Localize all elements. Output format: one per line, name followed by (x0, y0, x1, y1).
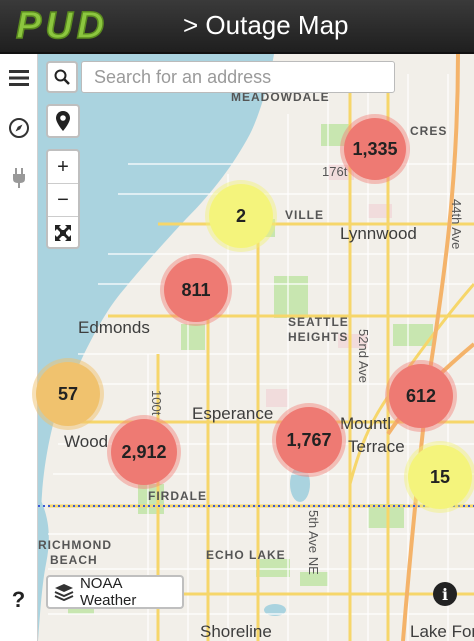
cluster-count: 15 (408, 445, 472, 509)
place-firdale: FIRDALE (148, 489, 207, 503)
layers-icon (54, 584, 74, 601)
place-shoreline: Shoreline (200, 622, 272, 641)
street-176th: 176t (322, 164, 348, 179)
street-100th: 100t (149, 390, 164, 416)
place-echo-lake: ECHO LAKE (206, 548, 286, 562)
cluster-count: 811 (164, 258, 228, 322)
outage-cluster[interactable]: 811 (160, 254, 232, 326)
outage-cluster[interactable]: 2,912 (107, 415, 181, 489)
place-esperance: Esperance (192, 404, 274, 423)
cluster-count: 2,912 (111, 419, 177, 485)
cluster-count: 1,767 (276, 407, 342, 473)
cluster-count: 1,335 (344, 118, 406, 180)
place-richmond: RICHMOND (38, 538, 112, 552)
compass-button[interactable] (0, 110, 37, 146)
place-heights: HEIGHTS (288, 330, 349, 344)
noaa-weather-label: NOAA Weather (79, 575, 137, 609)
street-5th-ave-ne: 5th Ave NE (306, 510, 321, 575)
address-search-input[interactable] (81, 61, 395, 93)
place-seattle: SEATTLE (288, 315, 349, 329)
street-52nd-ave: 52nd Ave (356, 329, 371, 383)
place-lynnwood: Lynnwood (340, 224, 417, 243)
app-header: PUD > Outage Map (0, 0, 474, 54)
search-button[interactable] (46, 61, 78, 93)
place-terrace: Terrace (348, 437, 405, 456)
place-woodway: Wood (64, 432, 109, 451)
place-lake-forest: Lake For (410, 622, 474, 641)
outage-cluster[interactable]: 1,767 (272, 403, 346, 477)
place-mountlake: Mountl (340, 414, 392, 433)
outage-cluster[interactable]: 1,335 (340, 114, 410, 184)
place-cres: CRES (410, 124, 448, 138)
info-button[interactable]: i (433, 582, 457, 606)
page-title: > Outage Map (183, 10, 349, 40)
pud-logo[interactable]: PUD (14, 6, 162, 44)
cluster-count: 2 (209, 184, 273, 248)
plug-button[interactable] (0, 160, 37, 196)
search-icon (54, 69, 70, 85)
outage-cluster[interactable]: 57 (32, 358, 104, 430)
logo-text: PUD (16, 6, 108, 44)
locate-button[interactable] (46, 104, 80, 138)
zoom-controls: + − (46, 149, 80, 249)
zoom-in-button[interactable]: + (48, 151, 78, 184)
plug-icon (12, 168, 25, 188)
place-meadowdale: MEADOWDALE (231, 90, 330, 104)
fullscreen-icon (55, 225, 71, 241)
outage-cluster[interactable]: 2 (205, 180, 277, 252)
location-pin-icon (56, 111, 70, 131)
side-rail: ? (0, 54, 38, 641)
place-ville: VILLE (285, 208, 325, 222)
cluster-count: 612 (389, 364, 453, 428)
outage-cluster[interactable]: 15 (404, 441, 474, 513)
help-button[interactable]: ? (11, 587, 26, 612)
hamburger-icon (8, 70, 29, 86)
place-edmonds: Edmonds (78, 318, 150, 337)
street-44th-ave: 44th Ave (449, 199, 464, 250)
outage-cluster[interactable]: 612 (385, 360, 457, 432)
zoom-out-button[interactable]: − (48, 184, 78, 217)
fullscreen-button[interactable] (48, 217, 78, 249)
menu-button[interactable] (0, 60, 37, 96)
cluster-count: 57 (36, 362, 100, 426)
compass-icon (8, 118, 29, 138)
noaa-weather-button[interactable]: NOAA Weather (46, 575, 184, 609)
place-beach: BEACH (50, 553, 98, 567)
